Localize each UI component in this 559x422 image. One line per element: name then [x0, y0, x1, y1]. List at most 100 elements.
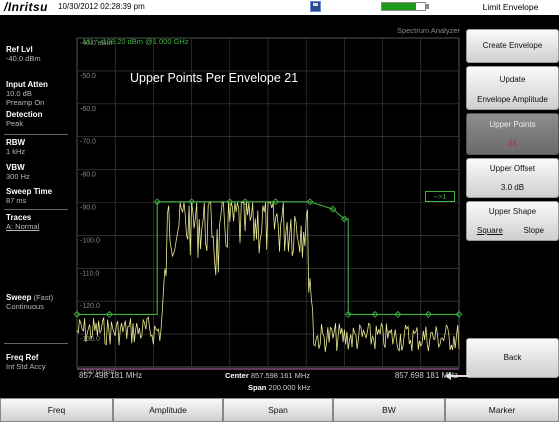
floppy-disk-icon[interactable]	[310, 1, 321, 12]
back-arrow-icon	[445, 372, 470, 380]
upper-offset-button[interactable]: Upper Offset 3.0 dB	[466, 158, 559, 198]
ref-level: Ref Lvl -40.0 dBm	[6, 45, 41, 63]
update-envelope-amplitude-button[interactable]: Update Envelope Amplitude	[466, 66, 559, 110]
sweep-time-value: 87 ms	[6, 196, 27, 205]
envelope-point	[306, 198, 314, 206]
span-value: 200.000 kHz	[268, 383, 311, 392]
menu-freq-button[interactable]: Freq	[0, 398, 113, 422]
bottom-menu: Freq Amplitude Span BW Marker	[0, 398, 559, 422]
stop-frequency: 857.698 181 MHz	[394, 371, 458, 380]
shape-slope[interactable]: Slope	[523, 226, 544, 235]
upper-points-button[interactable]: Upper Points 21	[466, 113, 559, 155]
mode-label: Spectrum Analyzer	[397, 26, 460, 35]
divider	[4, 343, 68, 344]
y-tick-label: -90.0	[80, 205, 96, 212]
envelope-point	[344, 310, 352, 318]
ref-indicator: -->1	[425, 191, 455, 202]
ref-lvl-label: Ref Lvl	[6, 45, 33, 54]
envelope-point	[329, 205, 337, 213]
freq-ref-value: Int Std Accy	[6, 362, 46, 371]
traces: Traces A: Normal	[6, 213, 39, 231]
menu-bw-button[interactable]: BW	[333, 398, 445, 422]
y-tick-label: -50.0	[80, 73, 96, 80]
detection: Detection Peak	[6, 110, 42, 128]
envelope-point	[272, 198, 280, 206]
y-tick-label: -100.0	[80, 237, 100, 244]
vbw: VBW 300 Hz	[6, 163, 30, 181]
sweep-time: Sweep Time 87 ms	[6, 187, 52, 205]
back-button[interactable]: Back	[466, 338, 559, 378]
envelope-point	[340, 215, 348, 223]
divider	[4, 134, 68, 135]
rbw-value: 1 kHz	[6, 147, 26, 156]
detection-value: Peak	[6, 119, 24, 128]
y-tick-label: -40.0 dBm	[80, 40, 112, 47]
span: Span 200.000 kHz	[248, 383, 311, 392]
vbw-value: 300 Hz	[6, 172, 30, 181]
rbw: RBW 1 kHz	[6, 138, 25, 156]
y-tick-label: -60.0	[80, 106, 96, 113]
shape-square[interactable]: Square	[477, 226, 503, 235]
sweep-value: Continuous	[6, 302, 44, 311]
create-envelope-button[interactable]: Create Envelope	[466, 29, 559, 63]
center-value: 857.598 161 MHz	[250, 371, 311, 380]
envelope-amplitude-label: Envelope Amplitude	[477, 95, 548, 104]
y-tick-label: -150.0 dBm	[80, 369, 116, 376]
input-atten-label: Input Atten	[6, 80, 48, 89]
menu-span-button[interactable]: Span	[223, 398, 333, 422]
detection-label: Detection	[6, 110, 43, 119]
envelope-point	[153, 198, 161, 206]
envelope-point	[73, 310, 81, 318]
divider	[4, 209, 68, 210]
traces-value: A: Normal	[6, 222, 40, 231]
upper-offset-value: 3.0 dB	[500, 183, 525, 192]
spectrum-trace	[76, 202, 460, 352]
parameter-panel: Ref Lvl -40.0 dBm Input Atten 10.0 dB Pr…	[0, 15, 73, 398]
upper-shape-button[interactable]: Upper Shape Square Slope	[466, 201, 559, 241]
envelope-point	[455, 310, 462, 318]
battery-level	[382, 3, 417, 10]
envelope-point	[188, 198, 196, 206]
limit-envelope	[77, 201, 459, 315]
update-label: Update	[499, 75, 526, 84]
upper-points-value: 21	[508, 139, 517, 148]
input-atten-value: 10.0 dB	[6, 89, 32, 98]
upper-shape-label: Upper Shape	[488, 207, 537, 216]
create-envelope-label: Create Envelope	[482, 41, 543, 50]
spectrum-graph[interactable]: -40.0 dBm -50.0 -60.0 -70.0 -80.0 -90.0 -100.0…	[73, 15, 462, 398]
status-bar: /Inritsu 10/30/2012 02:28:39 pm	[0, 0, 462, 15]
span-label: Span	[248, 383, 267, 392]
upper-points-label: Upper Points	[489, 120, 536, 129]
menu-title: Limit Envelope	[462, 0, 559, 15]
input-atten: Input Atten 10.0 dB Preamp On	[6, 80, 48, 107]
y-tick-label: -70.0	[80, 139, 96, 146]
menu-amplitude-button[interactable]: Amplitude	[113, 398, 223, 422]
y-tick-label: -120.0	[80, 303, 100, 310]
center-label: Center	[225, 371, 249, 380]
sweep-mode: (Fast)	[33, 293, 54, 302]
battery-tip	[426, 4, 429, 9]
preamp-status: Preamp On	[6, 98, 45, 107]
softkey-panel: Limit Envelope Create Envelope Update En…	[462, 0, 559, 398]
freq-ref: Freq Ref Int Std Accy	[6, 353, 46, 371]
marker-readout: M1 *–108.20 dBm @1.000 GHz	[83, 37, 189, 46]
upper-offset-label: Upper Offset	[489, 164, 536, 173]
date-time: 10/30/2012 02:28:39 pm	[58, 2, 145, 11]
vbw-label: VBW	[6, 163, 25, 172]
freq-ref-label: Freq Ref	[6, 353, 39, 362]
envelope-point	[424, 310, 432, 318]
sweep: Sweep (Fast) Continuous	[6, 293, 53, 311]
envelope-point	[371, 310, 379, 318]
envelope-point	[394, 310, 402, 318]
y-tick-label: -110.0	[80, 270, 99, 277]
center-frequency: Center 857.598 161 MHz	[225, 371, 310, 380]
menu-marker-button[interactable]: Marker	[445, 398, 559, 422]
traces-label: Traces	[6, 213, 32, 222]
spectrum-display[interactable]: -40.0 dBm -50.0 -60.0 -70.0 -80.0 -90.0 -100.0…	[73, 15, 462, 398]
start-frequency: 857.498 181 MHz	[79, 371, 143, 380]
sweep-label: Sweep	[6, 293, 32, 302]
brand-logo: /Inritsu	[4, 0, 49, 14]
sweep-time-label: Sweep Time	[6, 187, 53, 196]
y-tick-label: -130.0	[80, 336, 100, 343]
y-tick-label: -80.0	[80, 172, 96, 179]
